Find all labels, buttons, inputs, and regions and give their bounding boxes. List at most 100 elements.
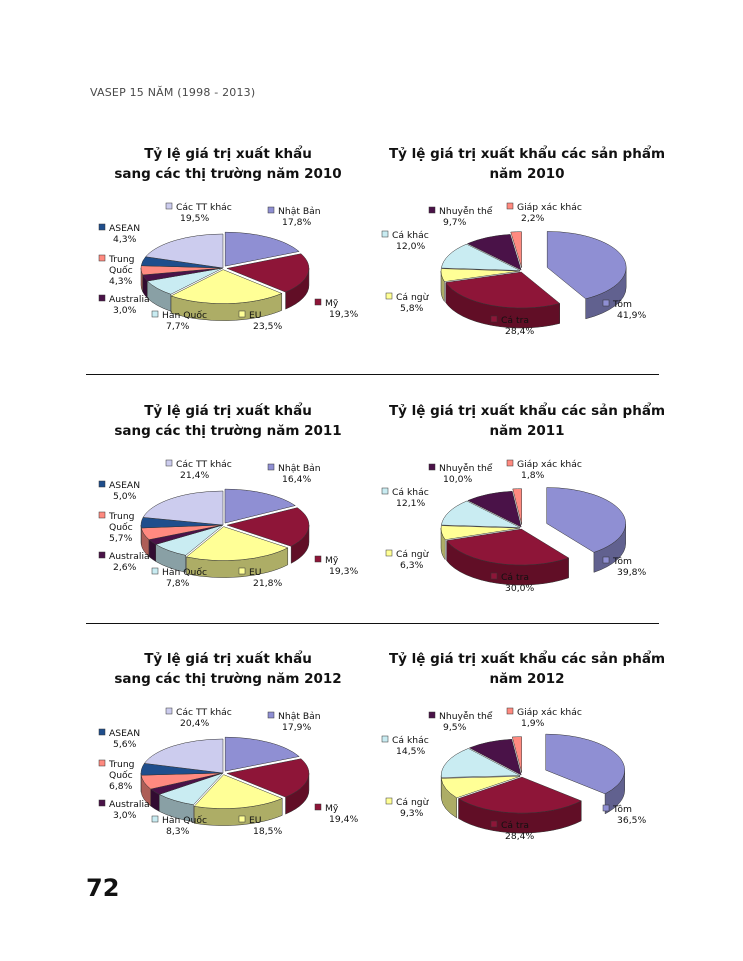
legend-swatch — [267, 463, 275, 471]
market-pie-svg: Tỷ lệ giá trị xuất khẩu sang các thị trườ… — [98, 402, 358, 589]
pie-slice-nhuyen-the — [466, 234, 522, 271]
legend-swatch — [267, 711, 275, 719]
slice-value: 16,4% — [282, 474, 311, 485]
slice-value: 3,0% — [113, 305, 137, 316]
slice-name: Các TT khác — [176, 459, 232, 470]
slice-name: ASEAN — [109, 480, 140, 491]
slice-name: Nhuyễn thể — [439, 463, 493, 474]
chart-title-line: Tỷ lệ giá trị xuất khẩu — [144, 650, 312, 667]
legend-swatch — [381, 735, 389, 743]
slice-name: Hàn Quốc — [162, 567, 207, 578]
pie-slice-nhat-ban — [224, 736, 300, 772]
product-share-chart-2011: Tỷ lệ giá trị xuất khẩu các sản phẩm năm … — [372, 397, 665, 607]
slice-name: Nhuyễn thể — [439, 711, 493, 722]
slice-name: Mỹ — [325, 298, 339, 309]
slice-name: Trung — [108, 511, 135, 522]
slice-name: Quốc — [109, 770, 133, 781]
legend-swatch — [314, 803, 322, 811]
slice-value: 5,8% — [400, 303, 424, 314]
slice-value: 1,9% — [521, 718, 545, 729]
slice-value: 5,6% — [113, 739, 137, 750]
chart-title-line: Tỷ lệ giá trị xuất khẩu các sản phẩm — [389, 145, 665, 162]
pie-slice-cac-tt-khac — [142, 490, 224, 526]
legend-swatch — [238, 815, 246, 823]
market-share-chart-2010: Tỷ lệ giá trị xuất khẩu sang các thị trườ… — [86, 140, 358, 350]
running-header: VASEP 15 NĂM (1998 - 2013) — [90, 86, 256, 99]
slice-name: Tôm — [612, 556, 632, 567]
chart-title-line: Tỷ lệ giá trị xuất khẩu các sản phẩm — [389, 650, 665, 667]
pie-slice-cac-tt-khac — [143, 738, 224, 774]
slice-name: Tôm — [612, 804, 632, 815]
pie-slice-tom — [546, 487, 626, 553]
legend-swatch — [165, 202, 173, 210]
legend-swatch — [428, 463, 436, 471]
pie-slice-giap-xac-khac — [510, 231, 522, 268]
slice-value: 7,7% — [166, 321, 190, 332]
legend-swatch — [602, 556, 610, 564]
legend-swatch — [490, 315, 498, 323]
slice-name: ASEAN — [109, 223, 140, 234]
legend-swatch — [165, 707, 173, 715]
slice-name: Giáp xác khác — [517, 459, 582, 470]
slice-name: Nhật Bản — [278, 463, 321, 474]
slice-value: 2,6% — [113, 562, 137, 573]
pie-slice-nhuyen-the — [468, 738, 522, 776]
chart-title-line: năm 2010 — [489, 166, 564, 182]
slice-value: 28,4% — [505, 326, 534, 337]
product-pie-svg: Tỷ lệ giá trị xuất khẩu các sản phẩm năm … — [381, 402, 665, 594]
slice-name: Australia — [109, 294, 150, 305]
slice-name: Mỹ — [325, 803, 339, 814]
slice-value: 19,4% — [329, 814, 358, 825]
market-share-chart-2011: Tỷ lệ giá trị xuất khẩu sang các thị trườ… — [86, 397, 358, 607]
slice-value: 30,0% — [505, 583, 534, 594]
legend-swatch — [267, 206, 275, 214]
slice-name: Cá tra — [501, 315, 529, 326]
slice-name: EU — [249, 815, 262, 826]
slice-value: 9,5% — [443, 722, 467, 733]
slice-value: 8,3% — [166, 826, 190, 837]
slice-value: 10,0% — [443, 474, 472, 485]
legend-swatch — [385, 292, 393, 300]
slice-name: Tôm — [612, 299, 632, 310]
legend-swatch — [381, 487, 389, 495]
chart-title-line: Tỷ lệ giá trị xuất khẩu — [144, 145, 312, 162]
legend-swatch — [238, 567, 246, 575]
slice-name: Cá khác — [392, 487, 429, 498]
pie-slice-cac-tt-khac — [145, 233, 224, 269]
chart-title-line: sang các thị trường năm 2012 — [114, 671, 341, 687]
slice-value: 28,4% — [505, 831, 534, 842]
slice-value: 5,7% — [109, 533, 133, 544]
product-share-chart-2012: Tỷ lệ giá trị xuất khẩu các sản phẩm năm … — [372, 645, 665, 855]
product-pie-svg: Tỷ lệ giá trị xuất khẩu các sản phẩm năm … — [381, 650, 665, 842]
legend-swatch — [490, 572, 498, 580]
slice-name: Quốc — [109, 265, 133, 276]
slice-name: Australia — [109, 551, 150, 562]
pie-slice-giap-xac-khac — [511, 736, 522, 773]
market-pie-svg: Tỷ lệ giá trị xuất khẩu sang các thị trườ… — [98, 145, 358, 332]
slice-name: ASEAN — [109, 728, 140, 739]
slice-value: 9,3% — [400, 808, 424, 819]
slice-name: Cá ngừ — [396, 797, 430, 808]
market-pie-svg: Tỷ lệ giá trị xuất khẩu sang các thị trườ… — [98, 650, 358, 837]
chart-title-line: Tỷ lệ giá trị xuất khẩu các sản phẩm — [389, 402, 665, 419]
slice-name: Các TT khác — [176, 202, 232, 213]
